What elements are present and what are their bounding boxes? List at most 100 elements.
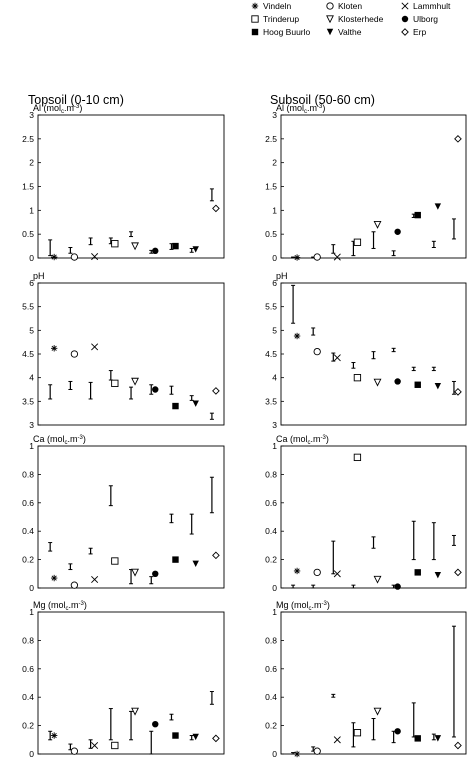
panel-ph-top: pH 3 3.5 4 4.5 5 5.5 6 <box>22 271 225 430</box>
y-tick-label: 1 <box>29 205 34 215</box>
y-tick-label: 0 <box>29 749 34 759</box>
point-hoog-buurlo <box>414 381 421 388</box>
point-lammhult <box>333 354 341 362</box>
point-erp <box>212 204 220 213</box>
y-tick-label: 0.4 <box>22 526 34 536</box>
y-tick-label: 5.5 <box>22 302 34 312</box>
range-bar-4 <box>108 370 113 381</box>
point-hoog-buurlo <box>172 242 179 250</box>
point-vindeln <box>293 332 301 340</box>
column-title-subsoil: Subsoil (50-60 cm) <box>270 93 375 107</box>
range-bar-9 <box>209 691 214 705</box>
point-ulborg <box>152 720 159 728</box>
range-bar-8 <box>189 513 194 535</box>
point-vindeln <box>293 750 301 758</box>
legend-label-ulborg: Ulborg <box>413 14 438 24</box>
range-bar-8 <box>431 522 436 561</box>
legend-marker-erp <box>401 28 409 36</box>
y-tick-label: 0.2 <box>265 721 277 731</box>
y-tick-label: 0.5 <box>265 229 277 239</box>
panel-title: Ca (molc.m-3) <box>33 434 86 446</box>
y-tick-label: 0 <box>29 583 34 593</box>
range-bar-5 <box>129 569 134 585</box>
y-tick-label: 0.8 <box>22 469 34 479</box>
point-lammhult <box>91 343 99 351</box>
point-klosterhede <box>373 575 382 584</box>
range-bar-9 <box>209 476 214 514</box>
legend-label-trinderup: Trinderup <box>263 14 299 24</box>
range-bar-6 <box>149 384 154 395</box>
point-erp <box>212 551 220 560</box>
point-trinderup <box>353 729 362 737</box>
range-bar-8 <box>431 240 436 249</box>
range-bar-4 <box>351 722 356 748</box>
y-tick-label: 0.6 <box>265 664 277 674</box>
legend-marker-ulborg <box>401 15 409 23</box>
range-bar-1 <box>291 284 296 324</box>
point-trinderup <box>353 453 362 462</box>
point-erp <box>212 387 220 395</box>
point-vindeln <box>50 732 58 739</box>
panel-ca-sub: Ca (molc.m-3) 0 0.2 0.4 0.6 0.8 1 <box>265 434 467 593</box>
range-bar-8 <box>431 366 436 372</box>
range-bar-9 <box>451 380 456 395</box>
point-klosterhede <box>373 378 382 387</box>
legend-marker-klosterhede <box>326 15 334 24</box>
y-tick-label: 0 <box>272 749 277 759</box>
plot-frame <box>37 611 225 755</box>
point-ulborg <box>152 570 159 577</box>
range-bar-6 <box>149 730 154 755</box>
legend-marker-valthe <box>326 28 334 36</box>
y-tick-label: 4 <box>272 373 277 383</box>
y-tick-label: 1.5 <box>22 182 34 192</box>
range-bar-1 <box>48 730 53 741</box>
point-kloten <box>70 253 79 261</box>
range-bar-7 <box>169 713 174 721</box>
legend-marker-hoog-buurlo <box>251 28 259 36</box>
y-tick-label: 1 <box>272 441 277 451</box>
range-bar-8 <box>189 395 194 401</box>
y-tick-label: 5.5 <box>265 302 277 312</box>
range-bar-5 <box>371 231 376 249</box>
point-kloten <box>313 253 321 261</box>
point-ulborg <box>394 228 401 235</box>
point-valthe <box>434 203 442 210</box>
point-klosterhede <box>131 377 139 386</box>
point-trinderup <box>111 240 119 248</box>
point-trinderup <box>111 557 119 565</box>
point-hoog-buurlo <box>414 211 421 219</box>
point-ulborg <box>394 378 401 385</box>
y-tick-label: 2 <box>272 158 277 168</box>
panel-mg-top: Mg (molc.m-3) 0 0.2 0.4 0.6 0.8 1 <box>22 600 225 759</box>
column-title-topsoil: Topsoil (0-10 cm) <box>28 93 124 107</box>
range-bar-2 <box>68 247 73 254</box>
range-bar-1 <box>48 384 53 400</box>
point-klosterhede <box>373 220 382 229</box>
range-bar-8 <box>189 247 194 253</box>
y-tick-label: 0.8 <box>265 469 277 479</box>
point-kloten <box>313 568 321 577</box>
legend: Vindeln Kloten Lammhult Trinderup Klosterhed… <box>251 1 451 37</box>
y-tick-label: 3 <box>29 420 34 430</box>
panel-title: pH <box>33 271 45 281</box>
range-bar-5 <box>129 710 134 741</box>
range-bar-5 <box>129 231 134 238</box>
point-ulborg <box>152 386 159 393</box>
point-lammhult <box>333 736 341 744</box>
range-bar-6 <box>149 576 154 585</box>
y-tick-label: 0.6 <box>22 664 34 674</box>
plot-frame <box>37 445 225 589</box>
y-tick-label: 0.6 <box>265 498 277 508</box>
y-tick-label: 1 <box>272 607 277 617</box>
point-lammhult <box>333 253 341 261</box>
legend-label-hoog-buurlo: Hoog Buurlo <box>263 27 311 37</box>
point-kloten <box>70 747 79 755</box>
point-vindeln <box>50 574 58 582</box>
point-erp <box>454 568 462 577</box>
range-bar-1 <box>291 584 296 589</box>
y-tick-label: 2.5 <box>265 134 277 144</box>
range-bar-6 <box>391 250 396 257</box>
point-valthe <box>192 560 199 568</box>
